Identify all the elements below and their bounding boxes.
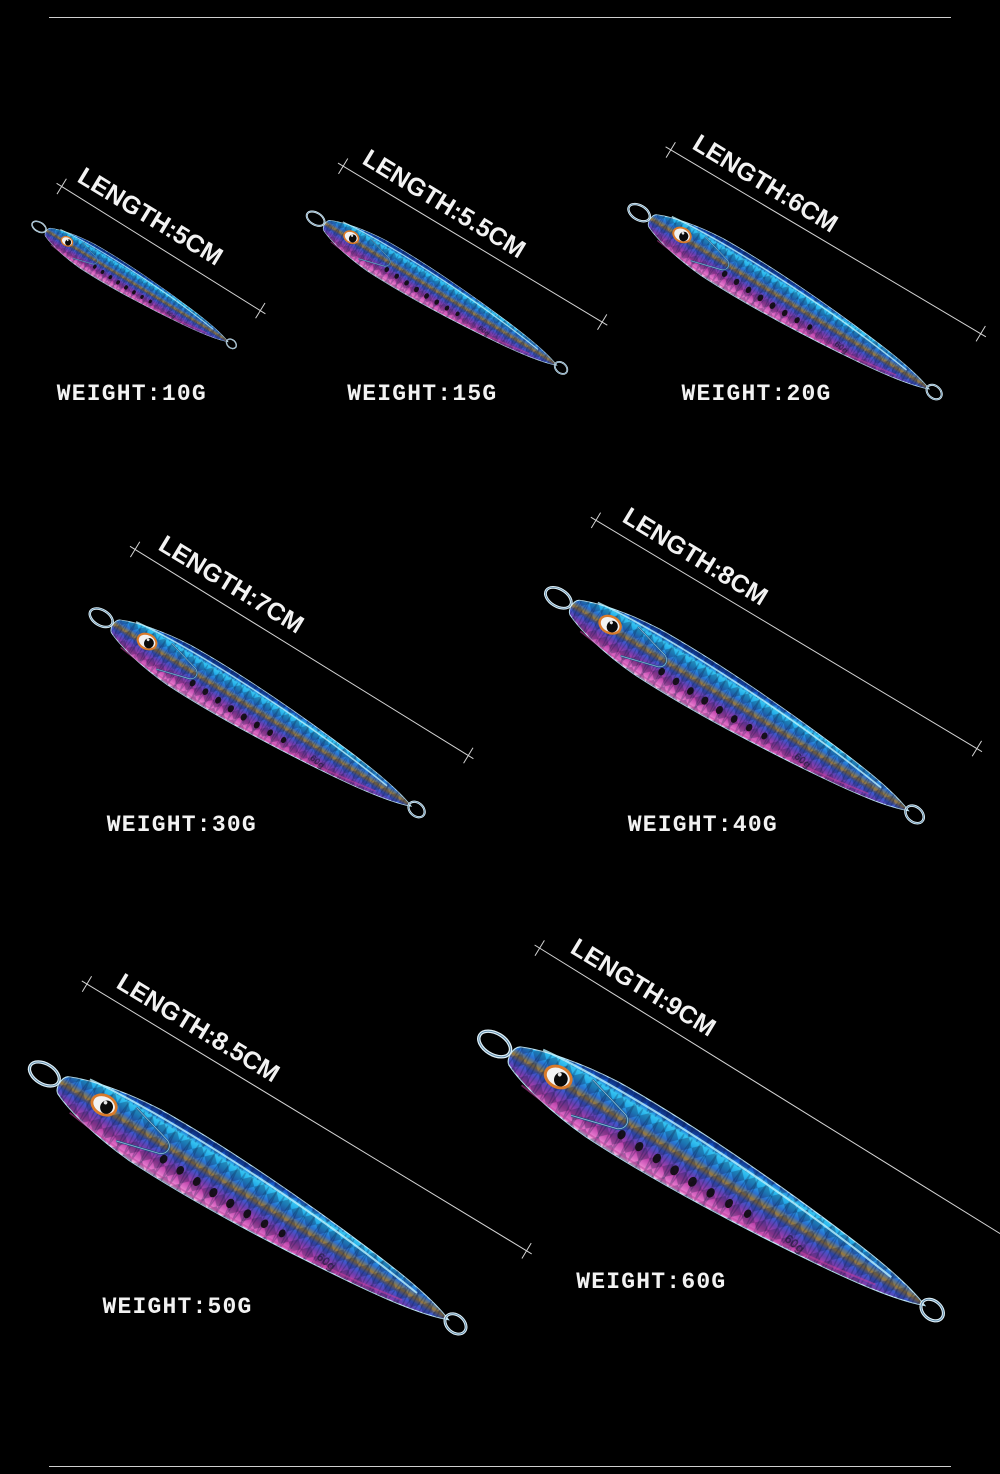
svg-text:LENGTH:7CM: LENGTH:7CM xyxy=(154,530,309,639)
svg-text:WEIGHT:50G: WEIGHT:50G xyxy=(103,1294,253,1320)
svg-text:WEIGHT:20G: WEIGHT:20G xyxy=(682,381,832,407)
svg-text:WEIGHT:60G: WEIGHT:60G xyxy=(576,1269,726,1295)
svg-text:WEIGHT:10G: WEIGHT:10G xyxy=(57,381,207,407)
svg-text:LENGTH:8CM: LENGTH:8CM xyxy=(618,502,773,611)
svg-text:WEIGHT:40G: WEIGHT:40G xyxy=(628,812,778,838)
svg-text:LENGTH:9CM: LENGTH:9CM xyxy=(566,933,721,1042)
svg-text:WEIGHT:30G: WEIGHT:30G xyxy=(107,812,257,838)
svg-text:LENGTH:6CM: LENGTH:6CM xyxy=(688,129,843,238)
svg-text:LENGTH:8.5CM: LENGTH:8.5CM xyxy=(112,968,284,1088)
svg-text:WEIGHT:15G: WEIGHT:15G xyxy=(347,381,497,407)
